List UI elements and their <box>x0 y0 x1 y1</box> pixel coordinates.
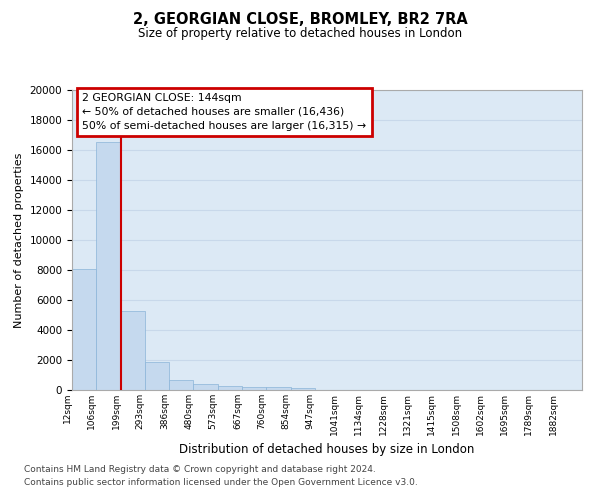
X-axis label: Distribution of detached houses by size in London: Distribution of detached houses by size … <box>179 443 475 456</box>
Bar <box>290 388 315 390</box>
Bar <box>242 386 266 390</box>
Text: Size of property relative to detached houses in London: Size of property relative to detached ho… <box>138 28 462 40</box>
Bar <box>145 362 169 390</box>
Bar <box>266 388 290 390</box>
Text: Contains public sector information licensed under the Open Government Licence v3: Contains public sector information licen… <box>24 478 418 487</box>
Bar <box>121 310 145 390</box>
Bar <box>72 268 96 390</box>
Text: 2 GEORGIAN CLOSE: 144sqm
← 50% of detached houses are smaller (16,436)
50% of se: 2 GEORGIAN CLOSE: 144sqm ← 50% of detach… <box>82 93 367 131</box>
Text: Contains HM Land Registry data © Crown copyright and database right 2024.: Contains HM Land Registry data © Crown c… <box>24 466 376 474</box>
Bar <box>169 380 193 390</box>
Text: 2, GEORGIAN CLOSE, BROMLEY, BR2 7RA: 2, GEORGIAN CLOSE, BROMLEY, BR2 7RA <box>133 12 467 28</box>
Bar <box>218 386 242 390</box>
Bar <box>96 142 121 390</box>
Y-axis label: Number of detached properties: Number of detached properties <box>14 152 24 328</box>
Bar <box>193 384 218 390</box>
